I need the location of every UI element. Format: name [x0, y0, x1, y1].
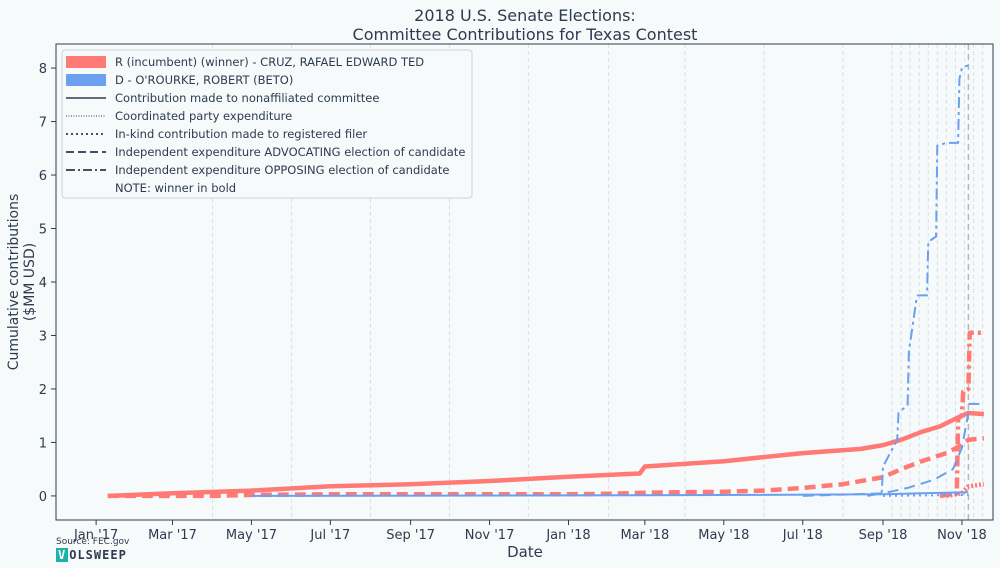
legend: R (incumbent) (winner) - CRUZ, RAFAEL ED…	[61, 49, 473, 199]
x-tick-label: Mar '17	[148, 528, 197, 543]
x-tick-label: May '18	[698, 528, 749, 543]
source-note: Source: FEC.gov	[56, 537, 130, 547]
chart-subtitle: Committee Contributions for Texas Contes…	[353, 25, 698, 44]
x-tick-label: Nov '18	[937, 528, 987, 543]
x-tick-label: Sep '18	[859, 528, 908, 543]
y-tick-label: 1	[39, 436, 47, 451]
x-tick-label: Jul '18	[782, 528, 823, 543]
y-tick-label: 4	[39, 276, 47, 291]
volsweep-logo: V OLSWEEP	[56, 548, 127, 562]
x-axis-label: Date	[507, 543, 543, 561]
series-line-7	[882, 493, 969, 497]
x-axis: Jan '17 Mar '17 May '17 Jul '17 Sep '17 Nov '…	[73, 520, 987, 543]
legend-note: NOTE: winner in bold	[115, 181, 236, 195]
y-tick-label: 3	[39, 329, 47, 344]
y-tick-label: 6	[39, 169, 47, 184]
legend-label-d: D - O'ROURKE, ROBERT (BETO)	[115, 73, 293, 87]
chart-title: 2018 U.S. Senate Elections:	[414, 6, 636, 25]
series-line-6	[867, 64, 969, 497]
y-axis-label-line2: ($MM USD)	[22, 243, 38, 321]
series-line-5	[802, 412, 970, 497]
y-tick-label: 7	[39, 116, 47, 131]
y-tick-label: 0	[39, 490, 47, 505]
series-line-1	[946, 481, 985, 499]
y-axis-label-line1: Cumulative contributions	[6, 194, 22, 371]
legend-label-dashed: Independent expenditure ADVOCATING elect…	[115, 145, 465, 159]
x-tick-label: Sep '17	[386, 528, 435, 543]
legend-swatch-d	[66, 74, 106, 86]
x-tick-label: Mar '18	[620, 528, 669, 543]
logo-text: OLSWEEP	[69, 548, 127, 562]
y-tick-label: 2	[39, 383, 47, 398]
legend-label-solid: Contribution made to nonaffiliated commi…	[115, 91, 379, 105]
y-tick-label: 5	[39, 223, 47, 238]
x-tick-label: Jul '17	[309, 528, 350, 543]
legend-label-r: R (incumbent) (winner) - CRUZ, RAFAEL ED…	[115, 55, 424, 69]
y-axis: 0 1 2 3 4 5 6 7 8	[39, 62, 56, 505]
legend-swatch-r	[66, 56, 106, 68]
logo-mark: V	[56, 548, 69, 562]
series-lines	[107, 64, 985, 499]
legend-label-dotted: In-kind contribution made to registered …	[115, 127, 367, 141]
x-tick-label: Jan '18	[545, 528, 590, 543]
series-line-3	[939, 330, 984, 499]
x-tick-label: Nov '17	[465, 528, 515, 543]
legend-box	[61, 49, 473, 199]
legend-label-dash-dot: Independent expenditure OPPOSING electio…	[115, 163, 449, 177]
series-line-2	[107, 435, 985, 499]
x-tick-label: May '17	[226, 528, 277, 543]
x-tick-label: Jan '17	[73, 528, 118, 543]
y-tick-label: 8	[39, 62, 47, 77]
legend-label-fine-dotted: Coordinated party expenditure	[115, 109, 292, 123]
y-axis-label: Cumulative contributions ($MM USD)	[6, 194, 38, 371]
series-line-0	[107, 410, 985, 499]
